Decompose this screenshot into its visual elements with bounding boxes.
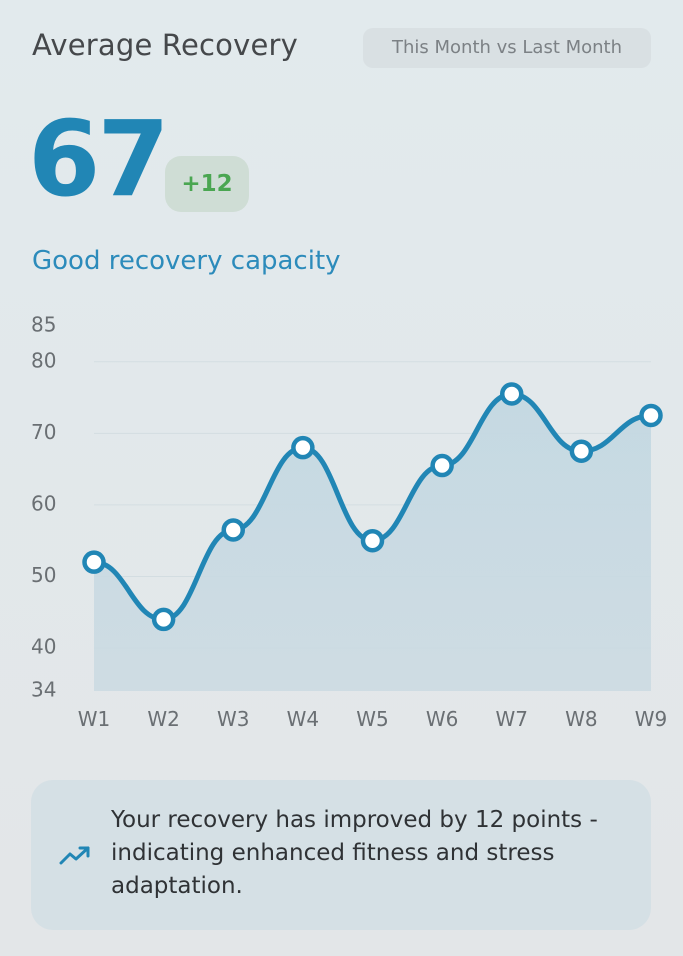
recovery-trend-chart: 34 40 50 60 70 80 85 W1 W2 W3 W4 W5 W6 W7 W8 W9: [31, 313, 668, 732]
y-tick-label: 60: [31, 491, 56, 515]
data-point-w8[interactable]: [569, 439, 594, 463]
data-point-w6[interactable]: [430, 453, 454, 478]
insight-text: Your recovery has improved by 12 points …: [111, 807, 598, 899]
data-point-w9[interactable]: [639, 403, 663, 428]
data-points: [82, 382, 663, 632]
y-tick-label: 70: [31, 420, 56, 444]
x-tick-label: W1: [78, 707, 111, 731]
y-axis-ticks: 34 40 50 60 70 80 85: [31, 313, 56, 702]
x-tick-label: W9: [635, 707, 668, 731]
data-point-w3[interactable]: [221, 518, 245, 542]
x-tick-label: W3: [217, 707, 250, 731]
period-selector-button[interactable]: This Month vs Last Month: [363, 28, 651, 68]
data-point-w2[interactable]: [151, 607, 176, 632]
x-tick-label: W6: [426, 707, 459, 731]
card-title: Average Recovery: [32, 28, 298, 62]
average-recovery-value: 67: [28, 98, 170, 220]
data-point-w1[interactable]: [82, 550, 106, 574]
x-tick-label: W5: [356, 707, 389, 731]
data-point-w4[interactable]: [291, 435, 315, 460]
recovery-status-text: Good recovery capacity: [32, 246, 341, 276]
data-point-w7[interactable]: [500, 382, 524, 406]
insight-card: Your recovery has improved by 12 points …: [31, 780, 651, 930]
change-badge: +12: [165, 156, 249, 212]
trending-up-icon: [59, 846, 90, 865]
x-axis-ticks: W1 W2 W3 W4 W5 W6 W7 W8 W9: [78, 707, 668, 731]
y-tick-label: 80: [31, 348, 56, 372]
data-point-w5[interactable]: [360, 528, 385, 553]
y-tick-label: 50: [31, 563, 56, 587]
x-tick-label: W2: [147, 707, 180, 731]
x-tick-label: W8: [565, 707, 598, 731]
x-tick-label: W7: [496, 707, 529, 731]
x-tick-label: W4: [287, 707, 320, 731]
y-tick-label: 85: [31, 313, 56, 337]
y-tick-label: 40: [31, 635, 56, 659]
y-tick-label: 34: [31, 678, 56, 702]
